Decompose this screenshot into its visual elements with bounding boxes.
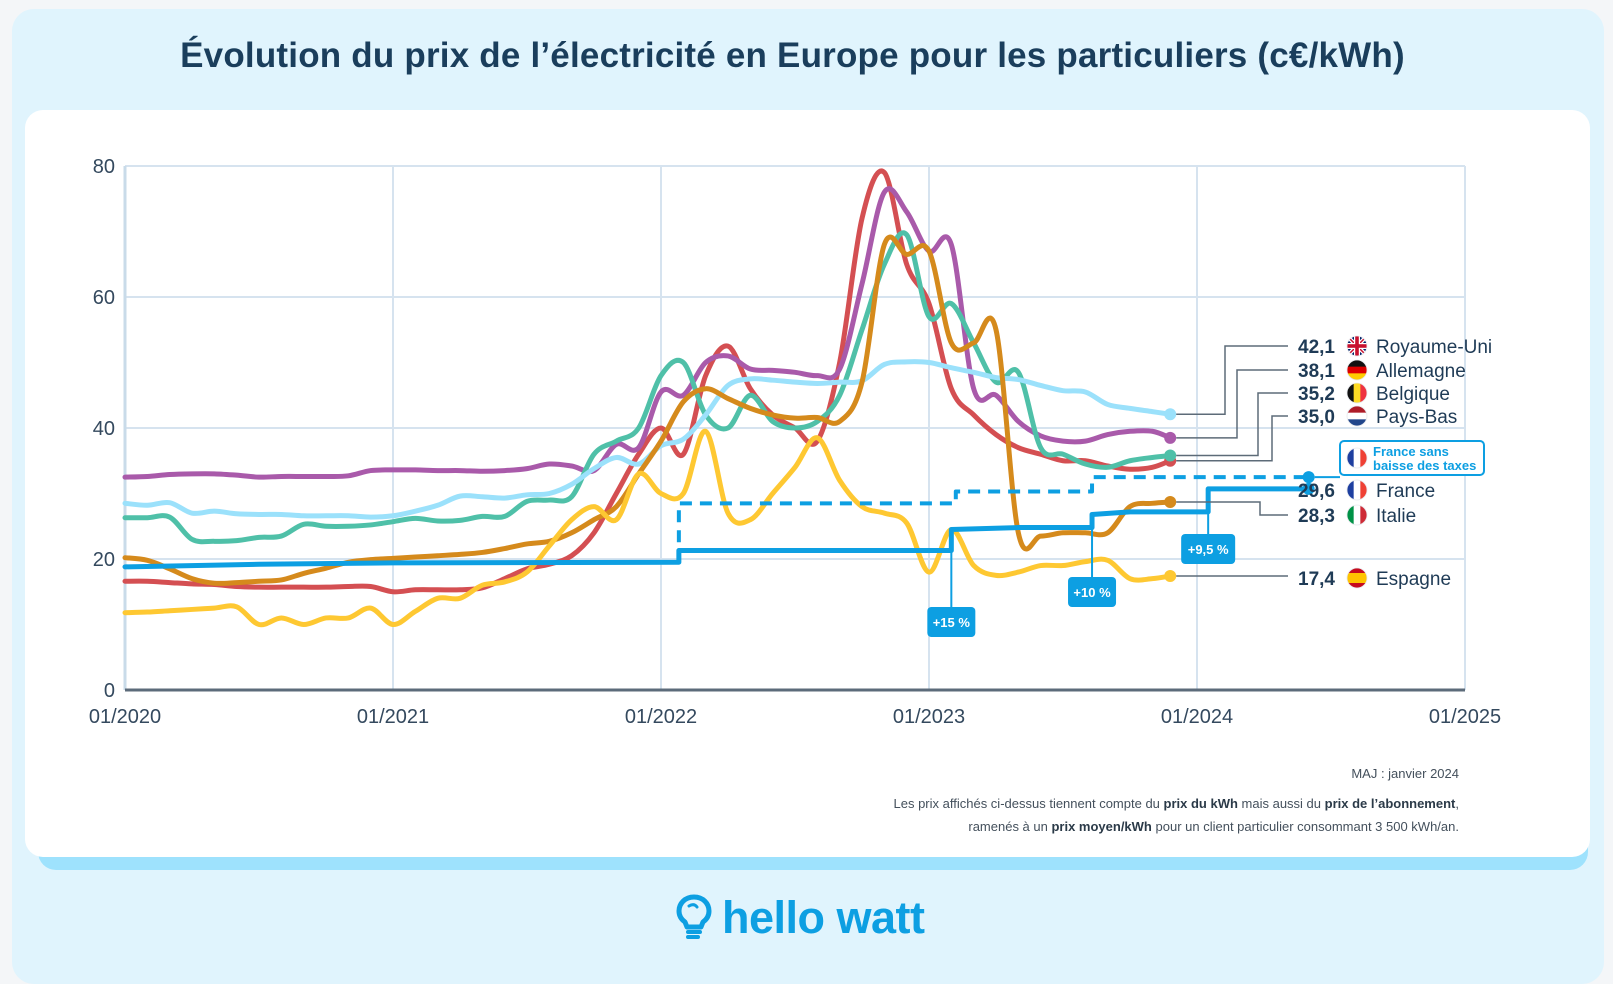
series-line-france-sans-baisse-des-taxes xyxy=(676,475,1309,563)
legend-leader xyxy=(1176,345,1288,415)
legend-leader xyxy=(1176,501,1288,516)
x-tick-label: 01/2020 xyxy=(89,706,161,728)
note-line-2: ramenés à un prix moyen/kWh pour un clie… xyxy=(968,819,1459,834)
end-marker-france xyxy=(1302,482,1315,495)
brand-logo: hello watt xyxy=(676,892,925,944)
it-flag-icon xyxy=(1346,504,1368,526)
legend-name: France xyxy=(1376,481,1435,502)
annotation-label: +9,5 % xyxy=(1188,542,1229,557)
annotation-label: +10 % xyxy=(1073,585,1111,600)
legend-name: baisse des taxes xyxy=(1373,458,1476,473)
legend-name: Italie xyxy=(1376,506,1416,527)
legend-value: 17,4 xyxy=(1298,569,1335,590)
legend-value: 35,0 xyxy=(1298,407,1335,428)
series-line-espagne xyxy=(122,428,1173,628)
x-tick-label: 01/2023 xyxy=(893,706,965,728)
annotations: +15 % +10 % +9,5 % xyxy=(927,511,1236,637)
uk-flag-icon xyxy=(1346,335,1368,357)
legend: 42,1 Royaume-Uni 38,1 Allemagne 35,2 Belgique… xyxy=(1176,335,1492,590)
annotation-label: +15 % xyxy=(933,615,971,630)
series-line-pays-bas xyxy=(122,168,1173,595)
note-line-1: Les prix affichés ci-dessus tiennent com… xyxy=(893,796,1460,811)
y-tick-label: 40 xyxy=(93,418,115,440)
brand-name: hello watt xyxy=(722,892,925,943)
fr-flag-icon xyxy=(1346,479,1368,501)
end-marker-belgique xyxy=(1164,449,1177,462)
annotation-badge xyxy=(927,607,976,637)
legend-name: Royaume-Uni xyxy=(1376,337,1492,358)
de-flag-icon xyxy=(1346,359,1368,381)
series-line-allemagne xyxy=(122,186,1173,480)
series-line-france xyxy=(122,486,1312,570)
series-lines xyxy=(122,168,1315,628)
be-flag-icon xyxy=(1346,382,1368,404)
x-tick-label: 01/2022 xyxy=(625,706,697,728)
legend-leader xyxy=(1176,369,1288,439)
lightbulb-icon xyxy=(676,894,712,939)
x-tick-label: 01/2025 xyxy=(1429,706,1501,728)
chart-title: Évolution du prix de l’électricité en Eu… xyxy=(180,36,1405,75)
legend-value: 29,6 xyxy=(1298,481,1335,502)
methodology-note: Les prix affichés ci-dessus tiennent com… xyxy=(894,792,1460,838)
legend-value: 42,1 xyxy=(1298,337,1335,358)
y-tick-label: 60 xyxy=(93,287,115,309)
series-line-italie xyxy=(122,234,1173,586)
nl-flag-icon xyxy=(1346,405,1368,427)
legend-value: 38,1 xyxy=(1298,361,1335,382)
chart-card xyxy=(25,110,1590,857)
legend-value: 35,2 xyxy=(1298,384,1335,405)
fr-flag-icon xyxy=(1346,447,1368,469)
es-flag-icon xyxy=(1346,567,1368,589)
annotation-badge xyxy=(1181,534,1236,564)
x-tick-label: 01/2024 xyxy=(1161,706,1233,728)
legend-leader xyxy=(1176,392,1288,457)
update-note: MAJ : janvier 2024 xyxy=(1351,766,1459,781)
axis-labels: 0 20 40 60 80 01/2020 01/2021 01/2022 01/2023 01/… xyxy=(89,156,1501,728)
end-marker-espagne xyxy=(1164,570,1177,583)
legend-value: 28,3 xyxy=(1298,506,1335,527)
legend-name: Pays-Bas xyxy=(1376,407,1457,428)
annotation-badge xyxy=(1068,577,1117,607)
end-marker-france-sans-baisse-des-taxes xyxy=(1302,471,1315,484)
x-tick-label: 01/2021 xyxy=(357,706,429,728)
legend-box-france-sans-baisse xyxy=(1339,440,1485,476)
end-marker-royaume-uni xyxy=(1164,408,1177,421)
end-marker-italie xyxy=(1164,496,1177,509)
y-tick-label: 80 xyxy=(93,156,115,178)
legend-name: France sans xyxy=(1373,444,1449,459)
legend-name: Espagne xyxy=(1376,569,1451,590)
end-marker-allemagne xyxy=(1164,431,1177,444)
legend-name: Allemagne xyxy=(1376,361,1466,382)
y-tick-label: 0 xyxy=(104,680,115,702)
legend-name: Belgique xyxy=(1376,384,1450,405)
y-tick-label: 20 xyxy=(93,549,115,571)
series-line-belgique xyxy=(122,230,1173,545)
legend-leader xyxy=(1176,415,1288,462)
